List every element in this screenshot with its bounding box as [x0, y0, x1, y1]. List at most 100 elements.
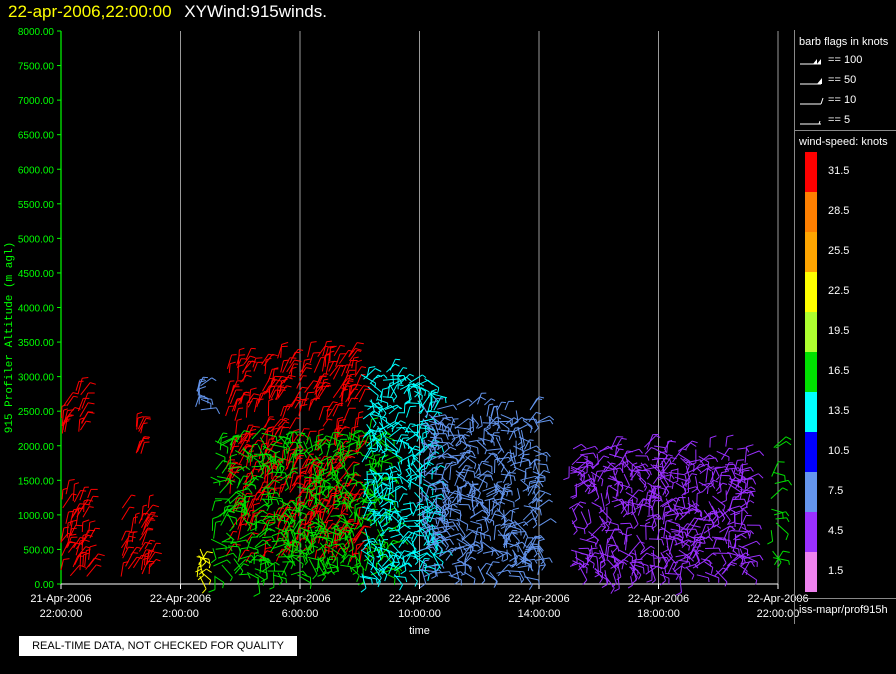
wind-barb-flag [275, 450, 281, 454]
wind-barb-flag [448, 442, 454, 447]
wind-barb [342, 485, 354, 500]
wind-barb [88, 553, 99, 568]
wind-barb-flag [646, 579, 653, 583]
wind-barb [719, 474, 730, 477]
wind-barb-flag [446, 530, 451, 537]
wind-barb [336, 418, 338, 430]
wind-barb-flag [288, 519, 293, 527]
wind-barb [663, 512, 666, 525]
wind-barb-flag [401, 515, 408, 518]
wind-barb [308, 399, 312, 411]
wind-barb [411, 540, 416, 551]
wind-barb-flag [675, 497, 681, 502]
wind-barb [739, 465, 742, 475]
wind-barb-flag [354, 502, 360, 506]
wind-barb [248, 389, 252, 402]
wind-barb [277, 385, 287, 399]
wind-barb-flag [341, 553, 346, 559]
wind-barb-flag [529, 565, 534, 572]
wind-barb [480, 533, 491, 537]
wind-barb-flag [479, 396, 486, 401]
wind-barb-flag [651, 447, 657, 450]
wind-barb [506, 542, 518, 547]
wind-barb [393, 574, 403, 586]
wind-barb [411, 422, 428, 427]
wind-barb [454, 564, 469, 567]
wind-barb-flag [382, 523, 388, 528]
wind-barb-flag [382, 387, 390, 390]
wind-barb [360, 549, 375, 559]
wind-barb-flag [621, 437, 627, 440]
wind-barb [230, 385, 235, 396]
wind-barb [682, 473, 693, 488]
wind-barb [296, 375, 304, 389]
wind-barb [301, 499, 309, 511]
wind-barb-flag [740, 559, 744, 566]
wind-barb [527, 481, 531, 492]
wind-barb-flag [250, 387, 257, 390]
wind-barb-flag [381, 450, 387, 454]
wind-barb-flag [767, 540, 773, 545]
wind-barb-flag [80, 490, 87, 492]
wind-barb-flag [646, 552, 654, 557]
wind-barb [301, 360, 305, 373]
wind-barb-flag [288, 521, 290, 528]
wind-barb-flag [732, 498, 738, 501]
wind-barb [377, 562, 385, 572]
wind-barb-flag [340, 387, 347, 390]
wind-barb [228, 363, 231, 373]
wind-barb-flag [601, 573, 604, 578]
wind-barb [530, 542, 538, 555]
wind-barb [341, 364, 347, 377]
wind-barb-flag [467, 398, 473, 403]
wind-barb [390, 533, 401, 538]
wind-barb-flag [675, 539, 678, 546]
wind-barb [599, 544, 606, 561]
wind-barb-flag [270, 516, 274, 520]
wind-barb [624, 501, 641, 506]
wind-barb-flag [269, 377, 276, 380]
wind-barb-flag [729, 540, 732, 546]
wind-barb [261, 432, 277, 438]
y-tick-label: 3500.00 [18, 338, 55, 349]
wind-barb [738, 486, 752, 496]
y-tick-label: 2500.00 [18, 407, 55, 418]
wind-barb [383, 488, 388, 498]
wind-barb [424, 425, 428, 437]
wind-barb-flag [522, 451, 525, 458]
wind-barb-flag [380, 543, 386, 549]
wind-barb-flag [399, 378, 403, 385]
wind-barb-flag [742, 477, 747, 480]
wind-barb [724, 463, 735, 466]
wind-barb-flag [508, 519, 513, 523]
wind-barb-flag [506, 532, 511, 535]
wind-barb-flag [352, 571, 358, 575]
wind-barb [315, 376, 321, 388]
wind-barb [332, 365, 342, 380]
wind-barb [601, 518, 610, 528]
wind-barb [482, 462, 492, 467]
wind-barb-flag [655, 435, 661, 438]
wind-barb [230, 436, 234, 450]
wind-barb [279, 463, 282, 476]
wind-barb [298, 526, 313, 535]
wind-barb-flag [616, 576, 622, 581]
wind-barb-flag [363, 525, 368, 528]
wind-barb-flag [243, 484, 250, 488]
wind-barb [333, 345, 341, 357]
wind-barb-flag [471, 451, 476, 457]
wind-barb [375, 476, 379, 492]
wind-barb-flag [392, 554, 397, 557]
wind-barb [646, 434, 654, 450]
wind-barb [464, 443, 478, 449]
wind-barb [434, 441, 448, 444]
wind-barb-flag [487, 514, 491, 519]
wind-barb [369, 374, 379, 385]
wind-barb [328, 543, 330, 554]
wind-barb-flag [250, 454, 258, 458]
wind-barb-flag [354, 562, 361, 567]
wind-barb-flag [300, 398, 307, 401]
wind-barb [300, 549, 309, 562]
wind-barb-flag [651, 498, 656, 503]
wind-barb-flag [340, 486, 345, 494]
